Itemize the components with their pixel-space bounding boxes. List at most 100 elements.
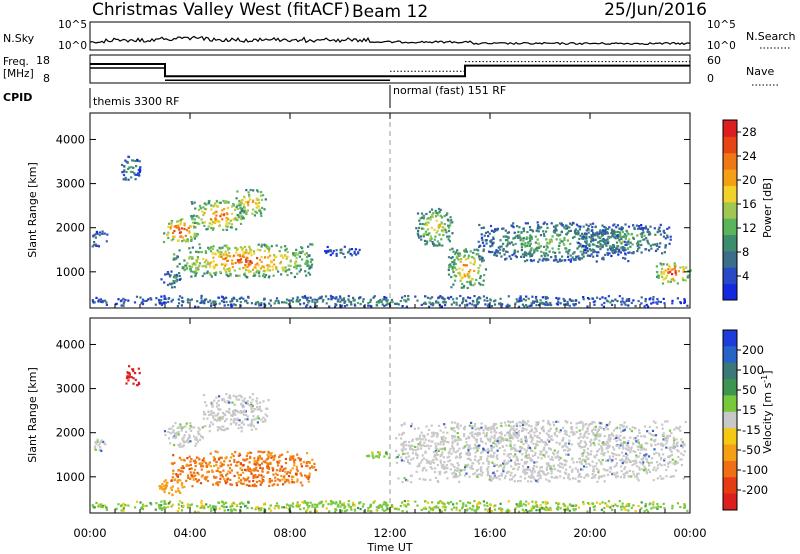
range-cell bbox=[214, 217, 217, 220]
range-cell bbox=[520, 249, 523, 252]
range-cell bbox=[514, 302, 517, 305]
range-cell bbox=[500, 436, 503, 439]
range-cell bbox=[606, 253, 610, 256]
range-cell bbox=[655, 426, 658, 429]
range-cell bbox=[456, 439, 459, 442]
range-cell bbox=[207, 246, 210, 249]
range-cell bbox=[301, 484, 304, 487]
range-cell bbox=[418, 434, 422, 437]
range-cell bbox=[468, 272, 471, 275]
range-cell bbox=[628, 469, 632, 472]
range-cell bbox=[397, 303, 400, 306]
range-cell bbox=[172, 279, 175, 283]
range-cell bbox=[250, 254, 253, 257]
range-cell bbox=[176, 255, 179, 258]
range-cell bbox=[211, 470, 214, 473]
range-cell bbox=[171, 476, 174, 479]
range-cell bbox=[183, 459, 186, 462]
range-cell bbox=[457, 272, 460, 275]
range-cell bbox=[625, 447, 628, 450]
range-cell bbox=[311, 458, 314, 461]
range-cell bbox=[179, 442, 182, 445]
range-cell bbox=[440, 448, 443, 451]
range-cell bbox=[215, 271, 218, 274]
range-cell bbox=[205, 404, 208, 407]
range-cell bbox=[522, 419, 525, 422]
range-cell bbox=[328, 305, 331, 308]
range-cell bbox=[536, 238, 539, 241]
range-cell bbox=[229, 478, 232, 481]
range-cell bbox=[275, 268, 278, 271]
range-cell bbox=[337, 503, 340, 506]
range-cell bbox=[484, 442, 487, 445]
range-cell bbox=[594, 428, 597, 431]
range-cell bbox=[447, 460, 450, 463]
range-cell bbox=[261, 265, 264, 268]
range-cell bbox=[509, 257, 513, 260]
range-cell bbox=[487, 466, 490, 469]
range-cell bbox=[442, 456, 445, 459]
range-cell bbox=[505, 305, 508, 308]
range-cell bbox=[245, 212, 248, 216]
range-cell bbox=[253, 408, 256, 411]
range-cell bbox=[531, 253, 534, 256]
range-cell bbox=[518, 234, 521, 237]
range-cell bbox=[126, 375, 129, 378]
range-cell bbox=[486, 304, 489, 308]
range-cell bbox=[614, 457, 617, 461]
range-cell bbox=[136, 159, 139, 162]
range-cell bbox=[622, 442, 625, 445]
range-cell bbox=[220, 418, 223, 421]
range-cell bbox=[328, 510, 331, 513]
range-cell bbox=[403, 423, 406, 426]
range-cell bbox=[196, 256, 199, 259]
range-cell bbox=[250, 401, 253, 404]
range-cell bbox=[509, 444, 512, 447]
range-cell bbox=[513, 251, 517, 254]
range-cell bbox=[507, 236, 510, 239]
range-cell bbox=[239, 411, 242, 414]
range-cell bbox=[316, 300, 319, 303]
range-cell bbox=[563, 259, 567, 262]
range-cell bbox=[194, 274, 197, 278]
range-cell bbox=[416, 299, 419, 302]
range-cell bbox=[565, 250, 568, 253]
range-cell bbox=[300, 462, 303, 466]
range-cell bbox=[201, 465, 205, 468]
range-cell bbox=[325, 302, 328, 305]
range-cell bbox=[585, 235, 588, 238]
range-cell bbox=[191, 474, 194, 477]
range-cell bbox=[122, 170, 125, 173]
range-cell bbox=[652, 439, 656, 442]
range-cell bbox=[169, 500, 172, 503]
range-cell bbox=[522, 423, 525, 427]
range-cell bbox=[257, 463, 260, 466]
range-cell bbox=[510, 459, 513, 462]
range-cell bbox=[434, 432, 437, 435]
range-cell bbox=[558, 258, 561, 261]
range-cell bbox=[643, 227, 646, 230]
range-cell bbox=[516, 250, 519, 253]
range-cell bbox=[273, 302, 276, 305]
range-cell bbox=[515, 433, 518, 436]
range-cell bbox=[235, 251, 238, 254]
range-cell bbox=[463, 249, 466, 252]
range-cell bbox=[537, 260, 540, 263]
range-cell bbox=[513, 231, 516, 234]
range-cell bbox=[279, 262, 282, 265]
range-cell bbox=[232, 296, 235, 299]
range-cell bbox=[666, 434, 669, 437]
range-cell bbox=[199, 246, 202, 249]
range-cell bbox=[97, 503, 100, 506]
range-cell bbox=[215, 469, 218, 473]
range-cell bbox=[485, 239, 488, 242]
range-cell bbox=[171, 493, 174, 496]
range-cell bbox=[240, 479, 243, 482]
range-cell bbox=[478, 258, 481, 261]
range-cell bbox=[530, 254, 533, 257]
range-cell bbox=[180, 466, 183, 469]
range-cell bbox=[253, 425, 256, 428]
range-cell bbox=[178, 272, 181, 275]
range-cell bbox=[274, 479, 277, 482]
range-cell bbox=[236, 254, 240, 257]
